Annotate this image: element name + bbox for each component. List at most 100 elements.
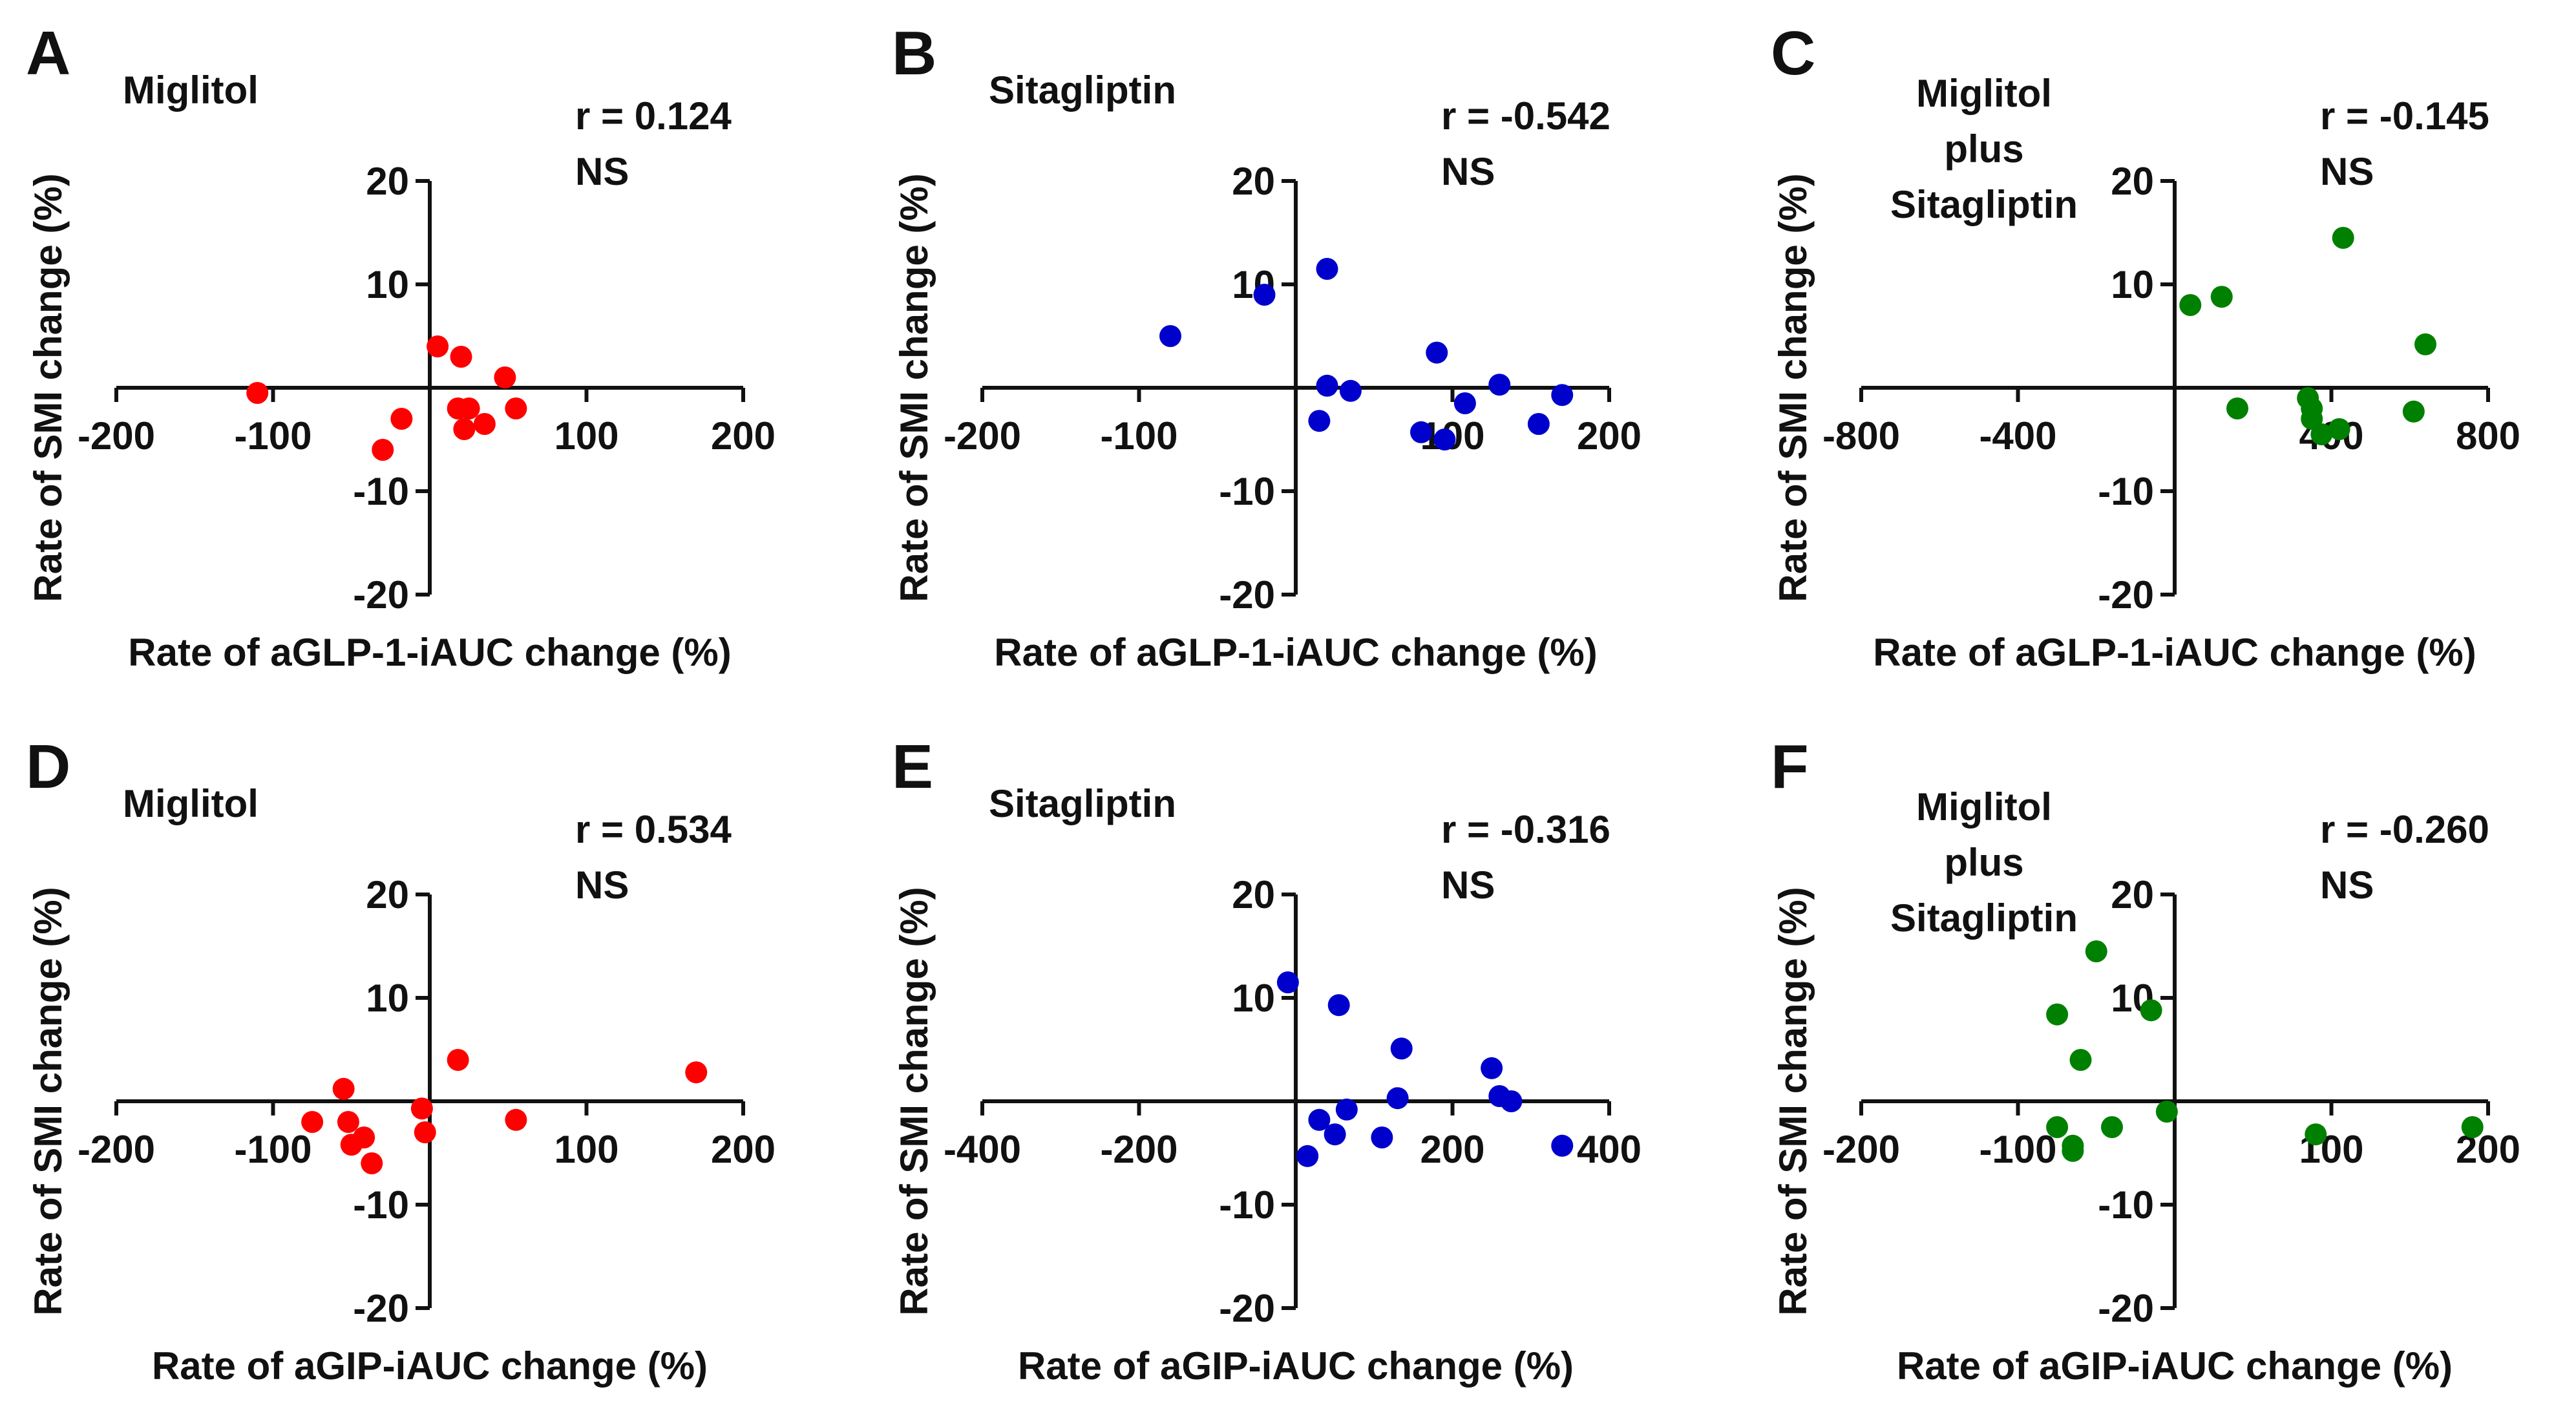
data-point bbox=[2402, 400, 2425, 423]
data-point bbox=[1253, 284, 1276, 306]
data-point bbox=[473, 413, 496, 435]
x-tick-label: -100 bbox=[1100, 414, 1177, 458]
data-point bbox=[2140, 999, 2162, 1022]
panel-E: E Sitagliptin r = -0.316 NS -400 -200 200 400 20… bbox=[892, 732, 1642, 1388]
y-axis-label: Rate of SMI change (%) bbox=[1771, 887, 1815, 1315]
y-axis-label: Rate of SMI change (%) bbox=[892, 887, 936, 1315]
x-tick-label: -800 bbox=[1822, 414, 1900, 458]
x-axis-label: Rate of aGIP-iAUC change (%) bbox=[1018, 1344, 1574, 1388]
data-point bbox=[1527, 413, 1550, 435]
data-point bbox=[1481, 1057, 1503, 1079]
panel-title-line: plus bbox=[1944, 127, 2023, 171]
y-tick-label: -10 bbox=[1219, 1183, 1275, 1227]
y-tick-label: -20 bbox=[353, 573, 409, 617]
y-tick-label: -10 bbox=[353, 470, 409, 513]
y-tick-label: -20 bbox=[353, 1287, 409, 1330]
panel-D: D Miglitol r = 0.534 NS -200 -100 100 200 20 10 -1… bbox=[26, 732, 776, 1388]
data-point bbox=[372, 439, 394, 461]
data-point bbox=[2046, 1116, 2069, 1138]
y-tick-label: 20 bbox=[366, 873, 409, 916]
data-point bbox=[1386, 1087, 1409, 1110]
data-point bbox=[1426, 341, 1448, 364]
y-tick-label: 10 bbox=[2111, 263, 2154, 306]
y-tick-label: -20 bbox=[2098, 1287, 2154, 1330]
data-point bbox=[1327, 994, 1350, 1017]
panel-title-line: plus bbox=[1944, 841, 2023, 884]
x-tick-label: -400 bbox=[944, 1128, 1021, 1171]
data-point bbox=[2085, 940, 2107, 962]
x-tick-label: -400 bbox=[1979, 414, 2056, 458]
x-tick-label: 100 bbox=[554, 414, 618, 458]
x-tick-label: 800 bbox=[2456, 414, 2520, 458]
correlation-r: r = -0.145 bbox=[2320, 94, 2489, 138]
x-tick-label: -200 bbox=[78, 1128, 155, 1171]
x-tick-label: -100 bbox=[234, 1128, 311, 1171]
x-tick-label: 200 bbox=[711, 1128, 776, 1171]
correlation-r: r = -0.260 bbox=[2320, 808, 2489, 851]
data-point bbox=[450, 346, 472, 368]
x-tick-label: -200 bbox=[944, 414, 1021, 458]
x-axis-label: Rate of aGLP-1-iAUC change (%) bbox=[128, 631, 731, 674]
panel-letter: F bbox=[1771, 732, 1809, 801]
significance-label: NS bbox=[1441, 150, 1495, 193]
data-point bbox=[2046, 1003, 2069, 1026]
panel-title-line: Sitagliptin bbox=[1890, 896, 2078, 940]
y-tick-label: 10 bbox=[366, 263, 409, 306]
data-point bbox=[337, 1111, 359, 1133]
data-point bbox=[353, 1126, 375, 1148]
y-axis-label: Rate of SMI change (%) bbox=[26, 173, 70, 602]
y-tick-label: -20 bbox=[1219, 1287, 1275, 1330]
panel-title-line: Miglitol bbox=[1916, 72, 2052, 115]
y-tick-label: 20 bbox=[2111, 873, 2154, 916]
data-point bbox=[410, 1097, 433, 1120]
data-point bbox=[246, 382, 269, 404]
data-point bbox=[1159, 325, 1181, 347]
data-point bbox=[1433, 428, 1456, 450]
panel-letter: A bbox=[26, 19, 70, 88]
data-point bbox=[1324, 1123, 1346, 1146]
panel-title: Miglitol bbox=[123, 69, 259, 112]
data-point bbox=[427, 335, 449, 357]
data-point bbox=[2069, 1049, 2092, 1071]
x-tick-label: -100 bbox=[1979, 1128, 2056, 1171]
significance-label: NS bbox=[2320, 150, 2374, 193]
x-axis-label: Rate of aGIP-iAUC change (%) bbox=[152, 1344, 708, 1388]
panel-title: Sitagliptin bbox=[989, 69, 1176, 112]
data-point bbox=[2226, 397, 2248, 419]
data-point bbox=[301, 1111, 324, 1133]
panel-letter: D bbox=[26, 732, 70, 801]
data-point bbox=[1296, 1145, 1319, 1167]
panel-F: F Miglitol plus Sitagliptin r = -0.260 NS -200… bbox=[1771, 732, 2520, 1388]
data-point bbox=[458, 397, 480, 419]
data-point bbox=[1410, 421, 1432, 443]
data-point bbox=[494, 366, 516, 388]
data-point bbox=[2414, 333, 2436, 355]
data-point bbox=[2179, 294, 2202, 316]
data-point bbox=[414, 1121, 436, 1143]
significance-label: NS bbox=[575, 150, 629, 193]
data-point bbox=[332, 1077, 355, 1100]
significance-label: NS bbox=[2320, 863, 2374, 907]
x-axis-label: Rate of aGLP-1-iAUC change (%) bbox=[1873, 631, 2476, 674]
y-tick-label: -10 bbox=[353, 1183, 409, 1227]
x-tick-label: -200 bbox=[78, 414, 155, 458]
x-tick-label: 400 bbox=[1577, 1128, 1642, 1171]
panel-A: A Miglitol r = 0.124 NS -200 -100 100 200 20 10 -1… bbox=[26, 19, 776, 674]
data-point bbox=[2062, 1139, 2084, 1162]
panel-letter: C bbox=[1771, 19, 1815, 88]
data-point bbox=[2210, 286, 2233, 308]
y-tick-label: -20 bbox=[1219, 573, 1275, 617]
data-point bbox=[2101, 1116, 2123, 1138]
x-tick-label: 100 bbox=[554, 1128, 618, 1171]
data-point bbox=[1335, 1098, 1358, 1121]
panel-title: Sitagliptin bbox=[989, 782, 1176, 825]
panel-title-line: Sitagliptin bbox=[1890, 183, 2078, 226]
data-point bbox=[505, 397, 527, 419]
data-point bbox=[1390, 1037, 1413, 1060]
y-axis-label: Rate of SMI change (%) bbox=[892, 173, 936, 602]
significance-label: NS bbox=[1441, 863, 1495, 907]
x-axis-label: Rate of aGIP-iAUC change (%) bbox=[1897, 1344, 2453, 1388]
data-point bbox=[1339, 379, 1362, 402]
significance-label: NS bbox=[575, 863, 629, 907]
data-point bbox=[1488, 374, 1511, 396]
